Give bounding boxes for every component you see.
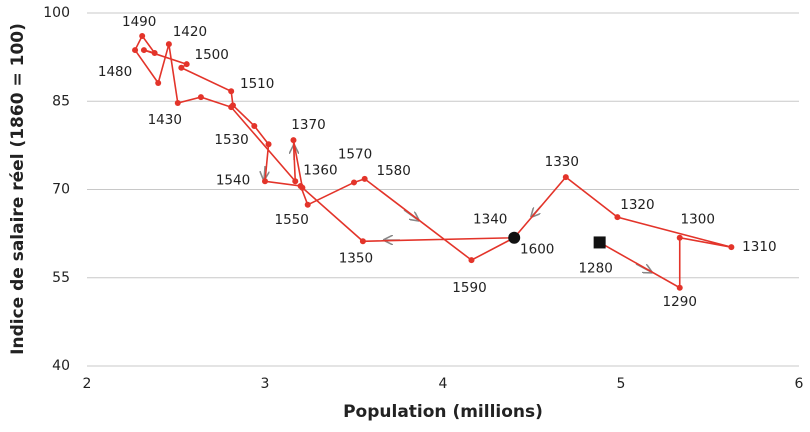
data-point	[676, 234, 683, 241]
point-label: 1310	[742, 239, 776, 255]
y-tick-label: 55	[52, 270, 70, 286]
data-point	[351, 179, 357, 186]
point-label: 1300	[681, 212, 715, 228]
data-point	[359, 238, 366, 245]
data-point	[562, 174, 569, 181]
plot: 1280 1290 1300 1310 1320 1330 1340 1350 1360 1370…	[98, 14, 777, 310]
data-point	[140, 47, 147, 54]
point-label: 1290	[663, 294, 697, 310]
point-label: 1550	[275, 212, 309, 228]
point-label: 1330	[545, 154, 579, 170]
x-axis-title: Population (millions)	[343, 402, 543, 422]
y-tick-label: 100	[43, 5, 70, 21]
data-point	[292, 178, 299, 185]
point-label: 1370	[291, 117, 325, 133]
data-point	[297, 182, 304, 189]
point-label: 1580	[377, 163, 411, 179]
point-label: 1430	[148, 112, 182, 128]
point-label: 1500	[195, 47, 229, 63]
point-label: 1510	[240, 76, 274, 92]
data-point	[151, 50, 158, 57]
point-label: 1480	[98, 64, 132, 80]
data-point	[132, 47, 139, 54]
y-axis-title: Indice de salaire réel (1860 = 100)	[8, 23, 28, 355]
data-point	[139, 32, 146, 39]
point-label: 1420	[173, 24, 207, 40]
data-point	[304, 201, 311, 208]
x-tick-label: 3	[261, 376, 270, 392]
point-label: 1340	[473, 212, 507, 228]
data-point	[728, 244, 735, 251]
data-point	[468, 257, 475, 264]
y-tick-label: 70	[52, 182, 70, 198]
start-marker	[593, 236, 606, 249]
data-point	[178, 64, 185, 71]
grid: 40 55 70 85 100 2 3 4 5 6	[43, 5, 803, 392]
x-tick-label: 6	[795, 376, 804, 392]
data-point	[165, 41, 172, 48]
data-point	[290, 137, 297, 144]
data-point	[251, 122, 258, 129]
data-point	[361, 175, 368, 182]
data-point	[174, 100, 181, 107]
arrow	[264, 165, 265, 179]
data-line	[134, 34, 732, 290]
data-point	[229, 102, 236, 109]
point-label: 1530	[214, 132, 248, 148]
point-label: 1600	[520, 242, 554, 258]
point-label: 1280	[578, 260, 612, 276]
point-label: 1350	[339, 250, 373, 266]
end-marker	[508, 231, 521, 244]
data-point	[183, 61, 190, 68]
data-point	[262, 178, 268, 185]
data-point	[197, 94, 204, 101]
data-point	[155, 80, 162, 87]
data-point	[228, 88, 235, 95]
x-tick-label: 5	[617, 376, 626, 392]
y-tick-label: 85	[52, 93, 70, 109]
point-label: 1590	[452, 280, 486, 296]
data-point	[676, 284, 683, 291]
x-tick-label: 2	[83, 376, 92, 392]
point-label: 1540	[216, 172, 250, 188]
x-tick-label: 4	[439, 376, 448, 392]
data-point	[614, 214, 621, 221]
point-label: 1320	[620, 197, 654, 213]
point-label: 1490	[122, 14, 156, 30]
data-point	[265, 141, 272, 148]
point-label: 1360	[303, 163, 337, 179]
point-label: 1570	[338, 146, 372, 162]
y-tick-label: 40	[52, 358, 70, 374]
